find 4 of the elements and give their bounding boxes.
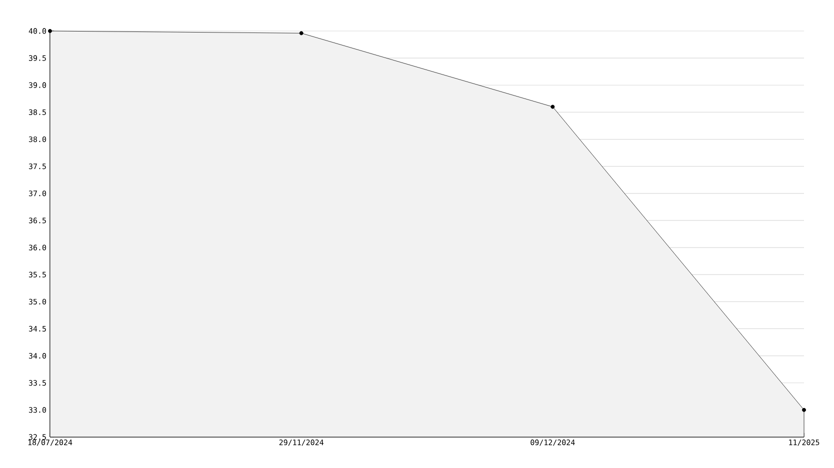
point [299, 31, 304, 36]
point [48, 29, 52, 33]
point [802, 408, 806, 412]
point [550, 104, 555, 109]
